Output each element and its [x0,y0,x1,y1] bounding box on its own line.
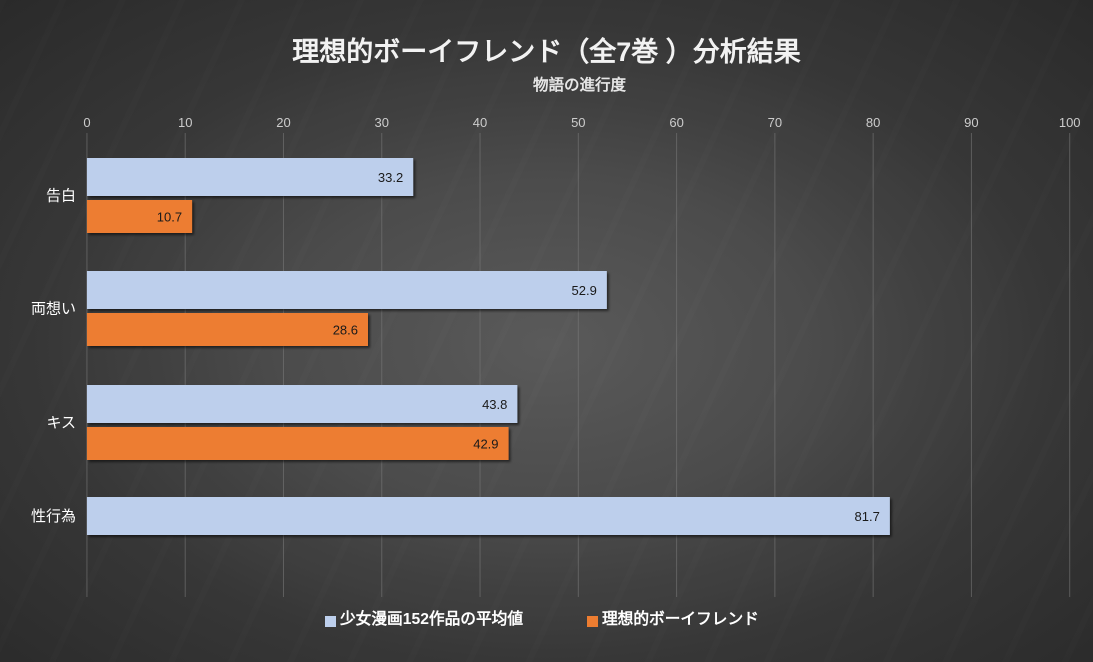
svg-text:33.2: 33.2 [378,170,403,185]
svg-text:理想的ボーイフレンド: 理想的ボーイフレンド [602,609,759,628]
svg-text:42.9: 42.9 [473,437,498,452]
svg-text:告白: 告白 [46,188,76,205]
svg-text:90: 90 [964,115,978,130]
svg-text:52.9: 52.9 [572,283,597,298]
svg-text:28.6: 28.6 [333,323,358,338]
svg-text:70: 70 [768,115,782,130]
svg-text:80: 80 [866,115,880,130]
svg-text:50: 50 [571,115,585,130]
svg-text:40: 40 [473,115,487,130]
svg-text:43.8: 43.8 [482,397,507,412]
svg-text:キス: キス [46,415,76,432]
svg-text:100: 100 [1059,115,1081,130]
svg-text:両想い: 両想い [31,301,76,318]
svg-text:10.7: 10.7 [157,210,182,225]
svg-text:20: 20 [276,115,290,130]
svg-text:81.7: 81.7 [855,509,880,524]
svg-text:0: 0 [83,115,90,130]
svg-text:少女漫画152作品の平均値: 少女漫画152作品の平均値 [339,609,523,628]
svg-text:10: 10 [178,115,192,130]
svg-text:30: 30 [375,115,389,130]
svg-text:性行為: 性行為 [31,508,76,525]
svg-text:60: 60 [669,115,683,130]
